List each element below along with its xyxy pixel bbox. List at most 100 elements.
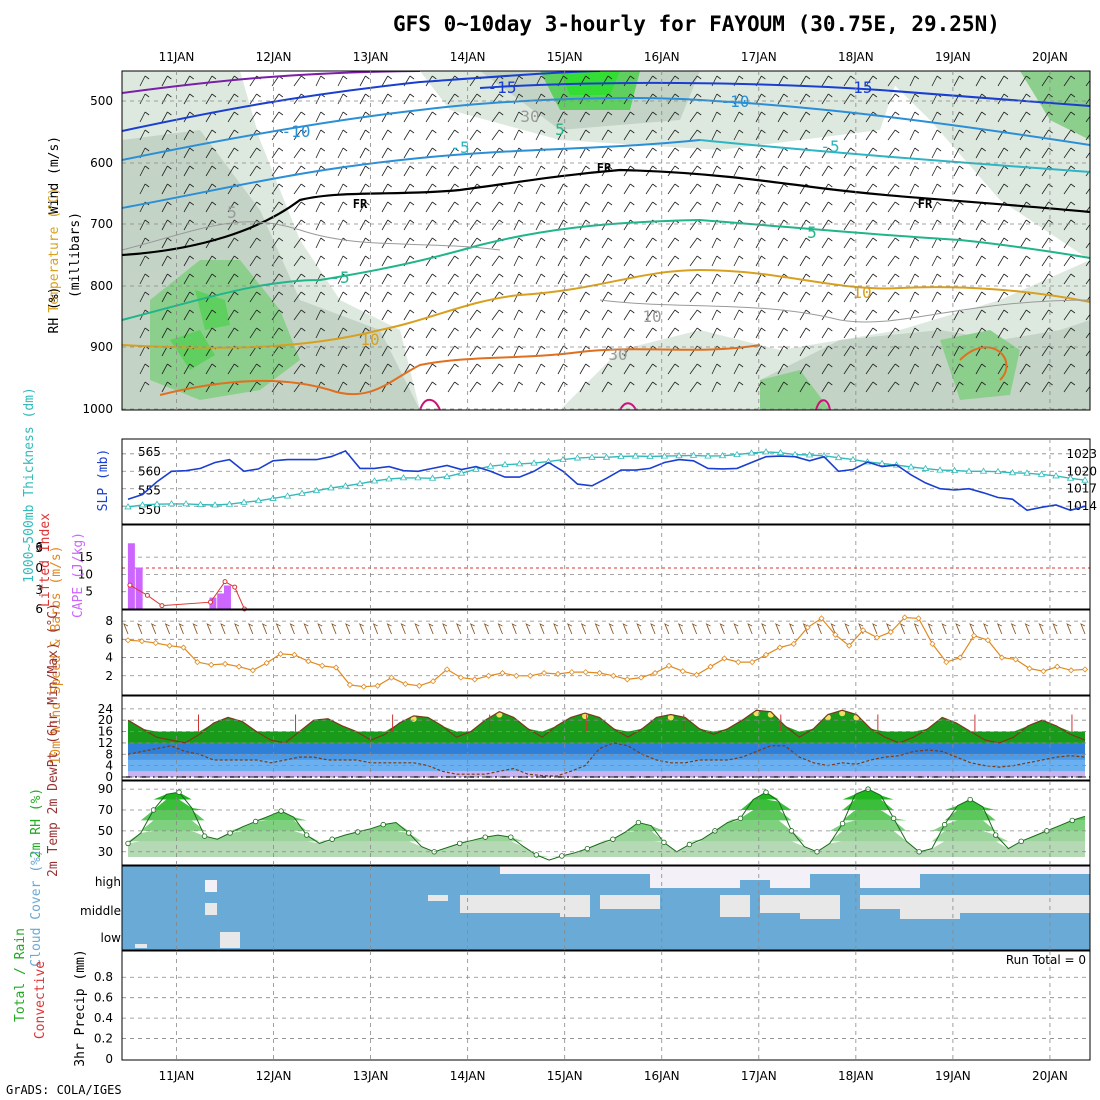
wind-barb	[535, 183, 546, 195]
temp-band	[128, 742, 1085, 755]
wind-barb	[315, 111, 326, 123]
wind-barb	[623, 381, 635, 393]
wind-barb	[513, 237, 524, 249]
wind-speed-point	[693, 671, 700, 678]
wind-barb	[623, 129, 635, 141]
wind-speed-point	[984, 637, 991, 644]
wind-barb	[1063, 273, 1076, 285]
upper-content	[122, 71, 1090, 410]
slp-tick: 1017	[1066, 482, 1097, 496]
wind-barb	[931, 327, 942, 339]
ylabel-total-rain: Total / Rain	[13, 928, 28, 1022]
wind-speed-point	[1054, 663, 1061, 670]
wind-barb-10m	[566, 623, 573, 635]
wind-barb	[425, 201, 437, 213]
wind-barb	[139, 75, 150, 87]
wind-barb	[1063, 147, 1076, 159]
li-point	[222, 579, 228, 585]
wind-barb-10m	[386, 623, 392, 635]
wind-barb-10m	[428, 623, 434, 635]
wind-tick: 2	[105, 669, 113, 683]
rh-point	[635, 819, 642, 826]
wind-barb	[799, 309, 811, 321]
wind-barb	[337, 291, 348, 303]
wind-barb	[1041, 273, 1053, 285]
wind-barb	[337, 255, 348, 267]
wind-barb	[1019, 381, 1031, 393]
contour-label: FR	[597, 161, 612, 175]
wind-barb	[249, 327, 261, 339]
contour-label: 30	[608, 345, 627, 364]
wind-barb	[425, 129, 437, 141]
thickness-point	[356, 479, 364, 487]
rh-point	[533, 852, 540, 858]
wind-barb	[733, 273, 744, 285]
wind-barb	[1063, 327, 1076, 339]
wind-barb	[1063, 93, 1076, 105]
wind-barb-10m	[705, 623, 711, 635]
wind-barb	[645, 183, 657, 195]
wind-barb-10m	[830, 623, 836, 635]
wind-speed-point	[360, 683, 367, 690]
wind-barb	[161, 183, 172, 195]
thickness-point	[675, 451, 683, 459]
wind-barb	[931, 309, 942, 321]
wind-barb	[337, 75, 348, 87]
wind-barb	[799, 165, 811, 177]
wind-speed-point	[735, 659, 742, 666]
wind-barb	[183, 183, 194, 195]
wind-barb	[1063, 363, 1076, 375]
cloud-gap	[800, 895, 840, 919]
wind-barb-10m	[414, 623, 420, 635]
wind-barb	[887, 165, 900, 177]
wind10-panel: 8 6 4 2	[105, 609, 1091, 696]
wind-barb-10m	[733, 623, 739, 635]
wind-barb	[513, 129, 524, 141]
wind-barb	[1063, 75, 1076, 87]
wind-barb	[1063, 129, 1076, 141]
wind-barb	[865, 165, 878, 177]
wind-barb	[249, 237, 261, 249]
wind-barb	[491, 381, 504, 393]
wind-barb-10m	[775, 623, 781, 635]
wind-barb	[799, 93, 811, 105]
ylabel-temp2m: 2m Temp 2m DewPt (6hr Min/Max) (°C)	[46, 603, 61, 877]
wind-barb	[623, 237, 635, 249]
wind-barb	[271, 381, 284, 393]
wind-barb	[711, 201, 722, 213]
wind-barb	[821, 93, 833, 105]
wind-barb	[359, 291, 370, 303]
wind-speed-point	[402, 680, 409, 688]
wind-barb	[205, 309, 217, 321]
gridlines	[176, 71, 1051, 1060]
wind-barb	[975, 381, 986, 393]
thickness-point	[414, 474, 422, 481]
ylabel-thickness: 1000~500mb Thickness (dm)	[22, 387, 37, 583]
thickness-point	[153, 500, 161, 507]
wind-barb	[821, 219, 833, 231]
wind-barb	[1063, 237, 1076, 249]
wind-barb	[579, 201, 590, 213]
wind-barb	[711, 93, 722, 105]
temp-tick: 16	[98, 725, 113, 739]
wind-speed-point	[610, 672, 617, 679]
thickness-point	[733, 450, 741, 457]
wind-speed-point	[152, 639, 159, 647]
cape-tick: 5	[85, 585, 93, 599]
wind-tick: 6	[105, 632, 113, 646]
wind-barb	[535, 93, 546, 105]
wind-barb	[557, 165, 568, 177]
wind-barb	[205, 165, 217, 177]
wind-barb	[711, 147, 722, 159]
wind-barb	[777, 255, 788, 267]
wind-barb	[491, 327, 504, 339]
wind-barb	[205, 273, 217, 285]
wind-barb	[227, 255, 239, 267]
wind-barb	[447, 363, 459, 375]
wind-barb-10m	[941, 623, 947, 635]
precip-tick: 0.2	[94, 1032, 113, 1046]
wind-barb	[733, 381, 744, 393]
wind-barb	[513, 183, 524, 195]
wind-speed-point	[804, 624, 811, 631]
wind-barb	[469, 237, 482, 249]
